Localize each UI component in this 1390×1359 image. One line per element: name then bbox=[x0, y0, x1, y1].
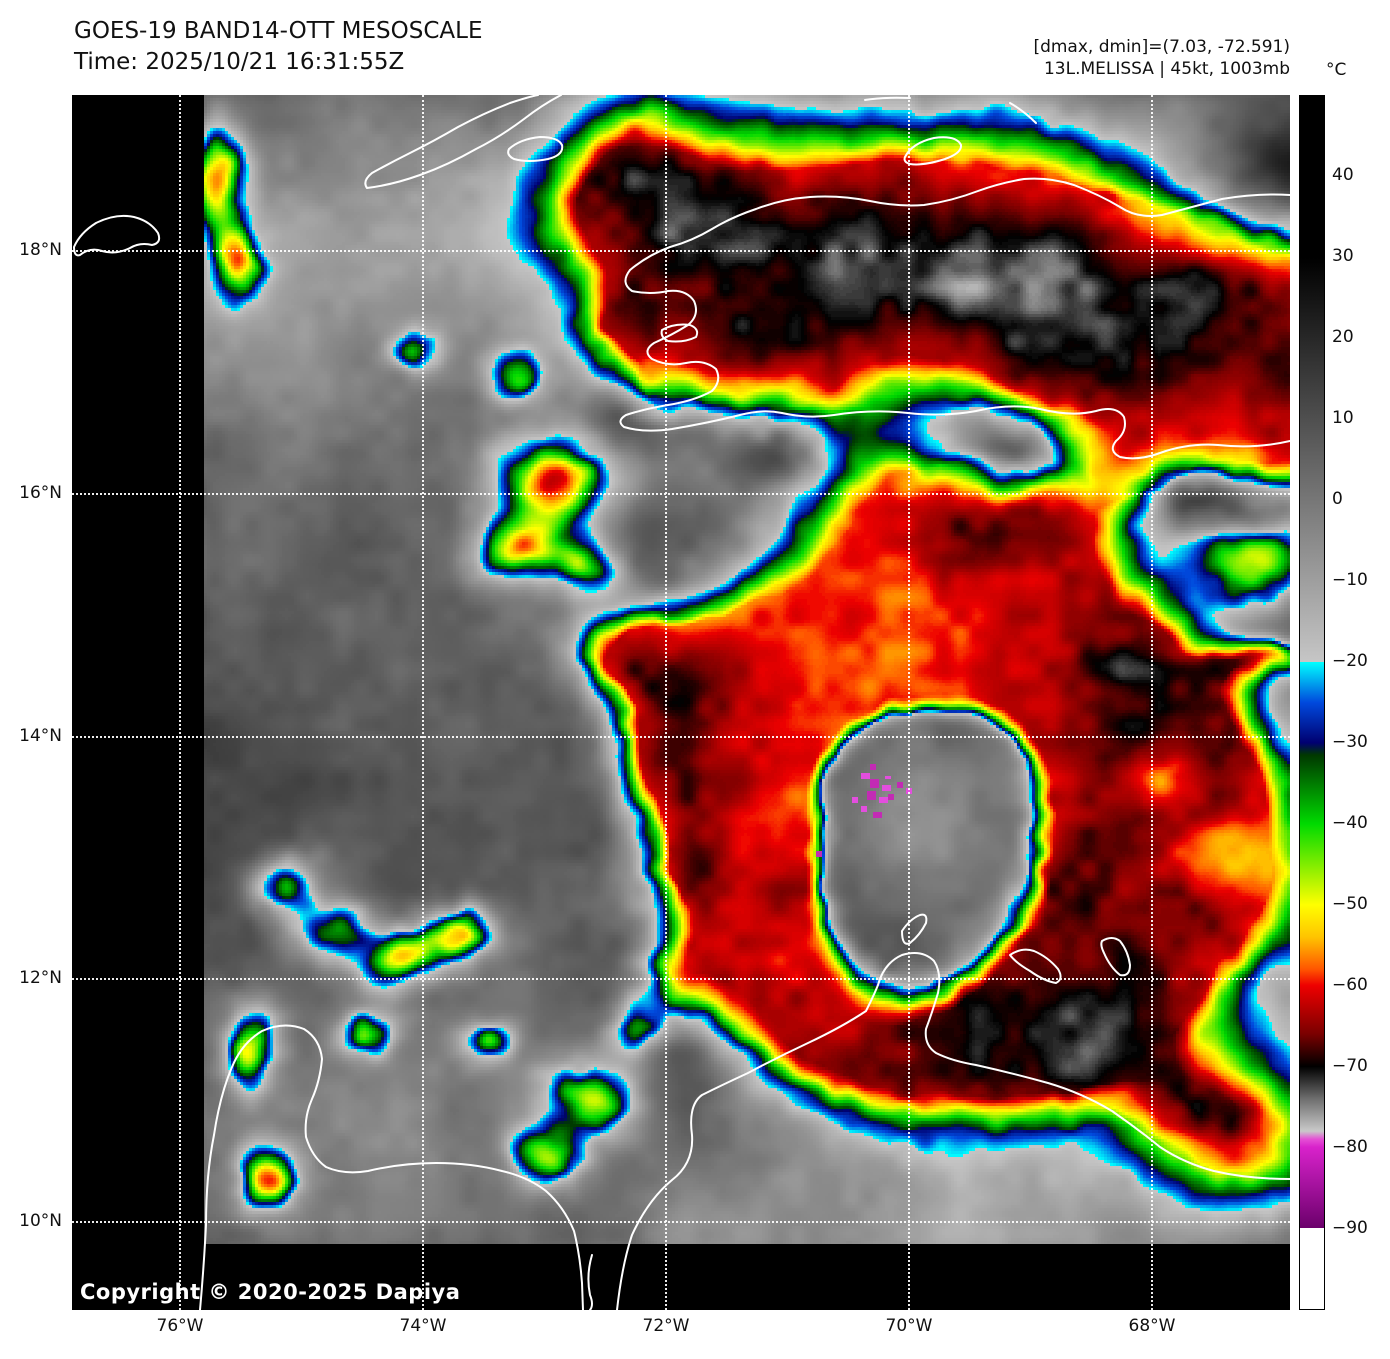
map-area: Copyright © 2020-2025 Dapiya bbox=[72, 95, 1290, 1310]
longitude-axis: 76°W 74°W 72°W 70°W 68°W bbox=[72, 1312, 1290, 1352]
longitude-tick-label: 76°W bbox=[156, 1316, 204, 1336]
gridline-longitude bbox=[1151, 95, 1153, 1310]
info-storm-stats: 13L.MELISSA | 45kt, 1003mb bbox=[1043, 59, 1290, 79]
gridline-latitude bbox=[72, 1221, 1290, 1224]
gridline-longitude bbox=[422, 95, 424, 1310]
coastline-maracaibo-outlet bbox=[587, 1254, 593, 1310]
coastline-south-america-guajira bbox=[199, 1024, 584, 1310]
colorbar bbox=[1299, 95, 1325, 1310]
latitude-tick-label: 14°N bbox=[19, 725, 62, 746]
gridline-latitude bbox=[72, 492, 1290, 495]
coastline-aruba bbox=[901, 913, 928, 945]
latitude-tick-label: 10°N bbox=[19, 1211, 62, 1232]
coastline-curacao bbox=[1009, 948, 1062, 984]
gridline-latitude bbox=[72, 735, 1290, 738]
colorbar-tick-label: −20 bbox=[1332, 651, 1368, 671]
colorbar-tick-label: 0 bbox=[1332, 489, 1343, 509]
longitude-tick-label: 70°W bbox=[885, 1316, 933, 1336]
gridline-latitude bbox=[72, 978, 1290, 981]
coastline-samana-fragment bbox=[1009, 102, 1037, 124]
gridline-longitude bbox=[665, 95, 667, 1310]
longitude-tick-label: 72°W bbox=[642, 1316, 690, 1336]
colorbar-tick-label: −40 bbox=[1332, 813, 1368, 833]
colorbar-tick-label: −80 bbox=[1332, 1137, 1368, 1157]
colorbar-ticks: 40 30 20 10 0 −10 −20 −30 −40 −50 −60 −70 −80 −90 bbox=[1332, 95, 1388, 1310]
colorbar-tick-label: −30 bbox=[1332, 732, 1368, 752]
colorbar-tick-label: −50 bbox=[1332, 894, 1368, 914]
latitude-tick-label: 16°N bbox=[19, 482, 62, 503]
satellite-image bbox=[72, 95, 1290, 1310]
latitude-tick-label: 12°N bbox=[19, 968, 62, 989]
gridlines-layer bbox=[72, 95, 1290, 1310]
colorbar-tick-label: 30 bbox=[1332, 246, 1354, 266]
longitude-tick-label: 68°W bbox=[1128, 1316, 1176, 1336]
title-line-1: GOES-19 BAND14-OTT MESOSCALE bbox=[74, 18, 483, 44]
colorbar-tick-label: −10 bbox=[1332, 570, 1368, 590]
coastline-hispaniola-west-south bbox=[619, 269, 1290, 460]
gridline-latitude bbox=[72, 250, 1290, 252]
colorbar-tick-label: −90 bbox=[1332, 1218, 1368, 1238]
colorbar-tick-label: 40 bbox=[1332, 165, 1354, 185]
coastline-south-america-venezuela bbox=[616, 952, 1290, 1310]
colorbar-tick-label: 10 bbox=[1332, 408, 1354, 428]
coastline-overlay bbox=[73, 95, 1290, 1310]
coastline-bonaire bbox=[1100, 937, 1131, 977]
coastline-tortue-island bbox=[903, 136, 963, 166]
colorbar-tick-label: 20 bbox=[1332, 327, 1354, 347]
longitude-tick-label: 74°W bbox=[399, 1316, 447, 1336]
coastline-gonave-island bbox=[660, 323, 699, 343]
storm-info-block: [dmax, dmin]=(7.03, -72.591) 13L.MELISSA… bbox=[1033, 36, 1290, 80]
colorbar-tick-label: −60 bbox=[1332, 975, 1368, 995]
coastline-cuba-southeast bbox=[364, 95, 562, 189]
coastline-cuba-lagoon bbox=[507, 136, 564, 162]
latitude-axis: 18°N 16°N 14°N 12°N 10°N bbox=[0, 95, 66, 1310]
colorbar-tick-label: −70 bbox=[1332, 1056, 1368, 1076]
coastline-hispaniola-north bbox=[629, 177, 1290, 271]
gridline-longitude bbox=[179, 95, 181, 1310]
copyright-label: Copyright © 2020-2025 Dapiya bbox=[80, 1280, 461, 1304]
coastline-hispaniola-fragment bbox=[864, 96, 911, 101]
chart-title-block: GOES-19 BAND14-OTT MESOSCALE Time: 2025/… bbox=[74, 16, 483, 78]
colorbar-unit-label: °C bbox=[1326, 60, 1347, 80]
info-dmax-dmin: [dmax, dmin]=(7.03, -72.591) bbox=[1033, 37, 1290, 57]
coastline-jamaica bbox=[73, 214, 161, 257]
latitude-tick-label: 18°N bbox=[19, 240, 62, 260]
title-line-2: Time: 2025/10/21 16:31:55Z bbox=[74, 49, 405, 75]
gridline-longitude bbox=[908, 95, 910, 1310]
